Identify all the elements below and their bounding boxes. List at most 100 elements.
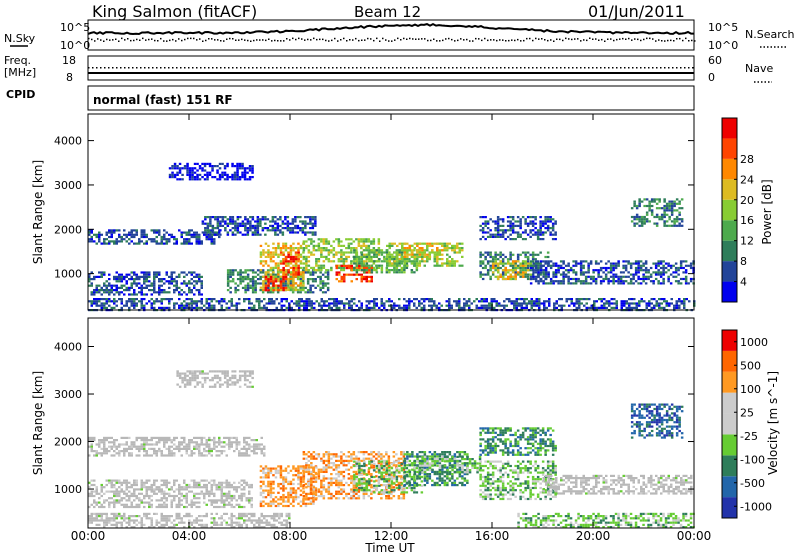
nave-dot	[204, 67, 206, 69]
data-cell	[108, 300, 111, 303]
data-cell	[372, 262, 376, 265]
data-cell	[645, 198, 649, 201]
noise-search-dot	[160, 37, 162, 40]
data-cell	[120, 275, 123, 278]
data-cell	[587, 271, 590, 274]
data-cell	[657, 269, 660, 272]
data-cell	[684, 275, 688, 278]
data-cell	[501, 235, 505, 238]
data-cell	[145, 302, 148, 305]
data-cell	[221, 173, 224, 176]
data-cell	[180, 231, 183, 234]
data-cell	[513, 300, 516, 303]
data-cell	[360, 278, 363, 281]
data-cell	[282, 258, 285, 261]
data-cell	[235, 439, 238, 442]
noise-search-dot	[181, 39, 183, 42]
data-cell	[282, 244, 285, 247]
data-cell	[502, 269, 505, 272]
data-cell	[522, 275, 525, 278]
data-cell	[324, 282, 327, 285]
data-cell	[133, 273, 136, 276]
data-cell	[645, 213, 649, 216]
data-cell	[446, 264, 449, 267]
data-cell	[633, 204, 636, 208]
data-cell	[168, 302, 171, 305]
data-cell	[418, 255, 421, 258]
data-cell	[355, 304, 358, 307]
data-cell	[645, 220, 649, 223]
data-cell	[103, 284, 106, 287]
data-cell	[458, 264, 461, 267]
data-cell	[279, 216, 282, 219]
data-cell	[248, 178, 252, 181]
data-cell	[352, 247, 356, 250]
nave-dot	[192, 67, 194, 69]
data-cell	[155, 273, 158, 276]
data-cell	[272, 247, 275, 250]
data-cell	[585, 298, 588, 301]
data-cell	[98, 445, 101, 448]
data-cell	[423, 242, 426, 245]
data-cell	[235, 304, 238, 307]
data-cell	[100, 306, 103, 309]
data-cell	[138, 447, 141, 450]
data-cell	[453, 249, 456, 252]
data-cell	[284, 216, 287, 219]
data-cell	[249, 284, 252, 287]
data-cell	[140, 240, 143, 243]
data-cell	[272, 253, 275, 256]
noise-search-dot	[466, 38, 468, 41]
data-cell	[249, 216, 252, 219]
data-cell	[110, 454, 113, 457]
data-cell	[678, 222, 681, 225]
data-cell	[163, 443, 166, 446]
data-cell	[484, 258, 487, 261]
data-cell	[248, 165, 252, 168]
data-cell	[531, 266, 535, 270]
data-cell	[246, 231, 250, 234]
beam-title: Beam 12	[354, 3, 421, 21]
data-cell	[360, 269, 364, 272]
data-cell	[388, 253, 391, 256]
data-cell	[93, 483, 96, 487]
data-cell	[115, 447, 118, 450]
data-cell	[271, 227, 275, 230]
data-cell	[554, 233, 557, 236]
data-cell	[108, 242, 111, 245]
data-cell	[592, 275, 595, 278]
data-cell	[426, 242, 429, 245]
data-cell	[208, 447, 211, 450]
data-cell	[335, 238, 338, 241]
data-cell	[100, 441, 103, 444]
data-cell	[484, 222, 487, 225]
data-cell	[337, 242, 341, 245]
data-cell	[203, 443, 206, 446]
data-cell	[549, 216, 552, 219]
data-cell	[458, 298, 461, 301]
data-cell	[95, 452, 98, 455]
data-cell	[185, 282, 188, 285]
data-cell	[311, 291, 315, 294]
nave-dot	[444, 67, 446, 69]
noise-search-dot	[286, 38, 288, 40]
data-cell	[188, 242, 191, 245]
data-cell	[684, 282, 688, 285]
data-cell	[299, 260, 303, 263]
data-cell	[228, 443, 231, 446]
data-cell	[674, 271, 678, 274]
data-cell	[615, 304, 618, 307]
data-cell	[678, 298, 681, 301]
data-cell	[657, 282, 660, 285]
data-cell	[562, 277, 565, 281]
data-cell	[256, 220, 260, 223]
data-cell	[123, 436, 126, 439]
data-cell	[158, 486, 161, 489]
data-cell	[135, 503, 138, 506]
data-cell	[140, 275, 143, 278]
data-cell	[400, 260, 404, 263]
data-cell	[627, 271, 630, 274]
data-cell	[173, 173, 177, 176]
data-cell	[180, 235, 183, 239]
